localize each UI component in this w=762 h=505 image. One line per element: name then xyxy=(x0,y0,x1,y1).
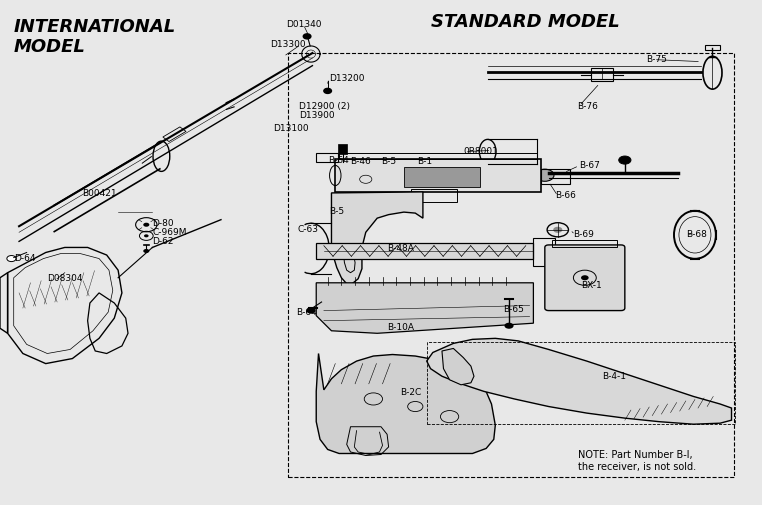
Polygon shape xyxy=(442,348,474,385)
Text: B-68: B-68 xyxy=(686,230,706,239)
Circle shape xyxy=(143,249,149,253)
Bar xyxy=(533,238,555,266)
Bar xyxy=(316,243,533,259)
Polygon shape xyxy=(331,192,423,284)
Text: B-65: B-65 xyxy=(503,305,523,314)
Text: B-1: B-1 xyxy=(418,157,433,166)
Text: B-5: B-5 xyxy=(381,157,396,166)
Circle shape xyxy=(303,34,311,39)
Bar xyxy=(339,153,537,159)
FancyBboxPatch shape xyxy=(545,245,625,311)
Text: D-80: D-80 xyxy=(152,219,174,228)
Bar xyxy=(316,153,338,162)
Text: B-4-1: B-4-1 xyxy=(602,372,626,381)
Text: B-2C: B-2C xyxy=(400,388,421,397)
Text: D-62: D-62 xyxy=(152,237,174,246)
Polygon shape xyxy=(316,283,533,333)
Text: BX-1: BX-1 xyxy=(581,281,601,290)
Text: C-969M: C-969M xyxy=(152,228,187,237)
Polygon shape xyxy=(427,338,732,424)
Circle shape xyxy=(619,156,631,164)
Circle shape xyxy=(536,169,554,181)
Text: B-5: B-5 xyxy=(329,207,344,216)
Circle shape xyxy=(553,227,562,233)
Circle shape xyxy=(143,223,149,227)
Bar xyxy=(591,68,613,81)
Bar xyxy=(427,342,735,424)
Text: NOTE: Part Number B-l,
the receiver, is not sold.: NOTE: Part Number B-l, the receiver, is … xyxy=(578,450,696,472)
Text: D01340: D01340 xyxy=(286,20,322,29)
Text: D13900: D13900 xyxy=(299,111,335,120)
Circle shape xyxy=(581,275,588,280)
Text: B-76: B-76 xyxy=(578,102,598,111)
Circle shape xyxy=(324,88,331,93)
Text: D13200: D13200 xyxy=(329,74,365,83)
Text: D12900 (2): D12900 (2) xyxy=(299,102,350,111)
Polygon shape xyxy=(316,354,495,453)
Text: D13100: D13100 xyxy=(273,124,309,133)
Text: B00421: B00421 xyxy=(82,189,117,198)
Bar xyxy=(552,240,617,247)
Text: B-48A: B-48A xyxy=(387,244,414,253)
Bar xyxy=(705,45,720,50)
Bar xyxy=(335,159,541,192)
Bar xyxy=(404,167,480,187)
Text: B-67: B-67 xyxy=(579,161,600,170)
Bar xyxy=(411,189,457,202)
Text: D08304: D08304 xyxy=(47,274,83,283)
Text: B-69: B-69 xyxy=(573,230,594,239)
Text: B-66: B-66 xyxy=(555,191,575,200)
Bar xyxy=(163,127,186,141)
Text: B-75: B-75 xyxy=(646,55,667,64)
Text: B-46: B-46 xyxy=(351,157,371,166)
Circle shape xyxy=(306,308,315,314)
Bar xyxy=(338,144,347,154)
Text: B-64: B-64 xyxy=(296,308,316,317)
Text: 0B8001: 0B8001 xyxy=(463,147,498,156)
Bar xyxy=(541,169,570,184)
Circle shape xyxy=(144,234,149,237)
Text: INTERNATIONAL
MODEL: INTERNATIONAL MODEL xyxy=(14,18,176,56)
Text: D13300: D13300 xyxy=(271,40,306,49)
Text: D-64: D-64 xyxy=(14,254,35,263)
Text: B-64: B-64 xyxy=(328,156,348,165)
Circle shape xyxy=(504,323,514,329)
Circle shape xyxy=(7,256,16,262)
Text: B-10A: B-10A xyxy=(387,323,414,332)
Text: STANDARD MODEL: STANDARD MODEL xyxy=(431,13,620,31)
Text: C-63: C-63 xyxy=(297,225,319,234)
